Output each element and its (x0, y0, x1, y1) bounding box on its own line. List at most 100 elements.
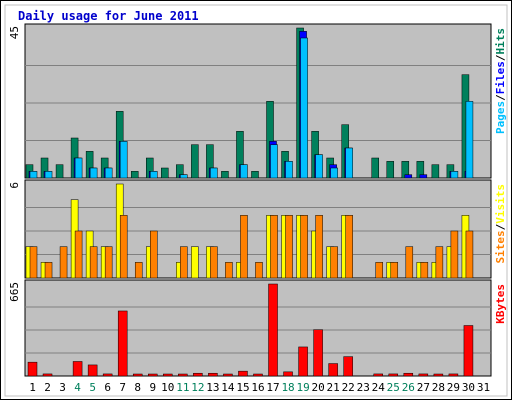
bar-sites (240, 215, 248, 279)
x-tick-label: 10 (161, 381, 174, 394)
panel-background (24, 279, 492, 377)
bar-kbytes (283, 371, 293, 377)
bar-sites (134, 262, 143, 279)
bar-kbytes (148, 373, 158, 377)
bar-kbytes (223, 373, 233, 377)
legend-item-hits: Hits (494, 28, 507, 55)
bar-sites (270, 215, 278, 279)
bar-pages (44, 171, 53, 179)
x-axis: 1 2 3 4 5 6 7 8 9 10 11 12 13 14 15 16 17 18 19 20 21 22 23 24 2… (29, 381, 490, 394)
bar-hits (431, 164, 440, 179)
panel-visits-sites: 6 Sites/Visits (8, 179, 507, 279)
bar-pages (210, 167, 218, 179)
bar-visits (191, 246, 199, 279)
x-tick-label: 17 (266, 381, 279, 394)
bar-sites (255, 262, 263, 279)
bar-kbytes (463, 325, 474, 377)
bar-hits (161, 167, 169, 179)
panel-background (24, 23, 492, 179)
x-tick-label: 9 (149, 381, 156, 394)
x-tick-label: 15 (236, 381, 249, 394)
bar-kbytes (388, 373, 399, 377)
bar-hits (191, 144, 199, 179)
x-tick-label: 31 (477, 381, 490, 394)
x-tick-label: 7 (119, 381, 126, 394)
bar-pages (300, 37, 308, 179)
bar-hits (130, 171, 139, 179)
legend: KBytes (494, 284, 507, 324)
bar-pages (345, 147, 353, 179)
legend-item-sites: Sites (494, 230, 507, 263)
bar-kbytes (343, 356, 353, 377)
bar-pages (240, 164, 248, 179)
bar-pages (330, 167, 338, 179)
bar-kbytes (42, 373, 53, 377)
bar-files (404, 174, 413, 179)
x-tick-label: 24 (372, 381, 386, 394)
bar-sites (405, 246, 414, 279)
bar-sites (29, 246, 38, 279)
bar-sites (59, 246, 68, 279)
x-tick-label: 11 (176, 381, 189, 394)
bar-hits (221, 171, 229, 179)
bar-pages (29, 171, 38, 179)
bar-sites (465, 230, 474, 279)
y-max-label: 45 (8, 26, 21, 39)
bar-sites (119, 215, 128, 279)
bar-pages (450, 171, 459, 179)
x-tick-label: 20 (312, 381, 325, 394)
x-tick-label: 22 (342, 381, 355, 394)
bar-sites (420, 262, 429, 279)
bar-hits (371, 157, 379, 179)
bar-hits (251, 171, 259, 179)
x-tick-label: 8 (134, 381, 141, 394)
legend: Sites/Visits (494, 184, 507, 264)
x-tick-label: 25 (387, 381, 400, 394)
x-tick-label: 29 (447, 381, 460, 394)
bar-kbytes (132, 373, 143, 377)
x-tick-label: 5 (89, 381, 96, 394)
legend-separator: / (494, 54, 507, 61)
legend: Pages/Files/Hits (494, 28, 507, 134)
bar-pages (315, 154, 323, 179)
bar-kbytes (253, 373, 263, 377)
bar-kbytes (163, 373, 173, 377)
bar-kbytes (433, 373, 444, 377)
bar-kbytes (328, 363, 338, 377)
bar-kbytes (72, 361, 83, 377)
bar-pages (150, 171, 158, 179)
bar-sites (210, 246, 218, 279)
bar-sites (150, 230, 158, 279)
bar-kbytes (448, 373, 459, 377)
x-tick-label: 28 (432, 381, 445, 394)
bar-sites (104, 246, 113, 279)
bar-sites (180, 246, 188, 279)
bar-kbytes (298, 346, 308, 377)
x-tick-label: 18 (281, 381, 294, 394)
bar-pages (270, 144, 278, 179)
x-tick-label: 13 (206, 381, 219, 394)
x-tick-label: 4 (74, 381, 81, 394)
bar-kbytes (268, 283, 278, 377)
bar-kbytes (27, 361, 38, 377)
bar-kbytes (418, 373, 429, 377)
bar-sites (285, 215, 293, 279)
legend-separator: / (494, 94, 507, 101)
chart-title: Daily usage for June 2011 (18, 9, 199, 23)
bar-kbytes (87, 364, 98, 377)
x-tick-label: 14 (221, 381, 235, 394)
bar-sites (435, 246, 444, 279)
y-max-label: 6 (8, 182, 21, 189)
bar-sites (44, 262, 53, 279)
bar-sites (345, 215, 353, 279)
x-tick-label: 12 (191, 381, 204, 394)
bar-pages (104, 167, 113, 179)
legend-item-visits: Visits (494, 184, 507, 224)
x-tick-label: 30 (462, 381, 475, 394)
x-tick-label: 26 (402, 381, 415, 394)
bar-hits (386, 161, 395, 179)
bar-sites (300, 215, 308, 279)
